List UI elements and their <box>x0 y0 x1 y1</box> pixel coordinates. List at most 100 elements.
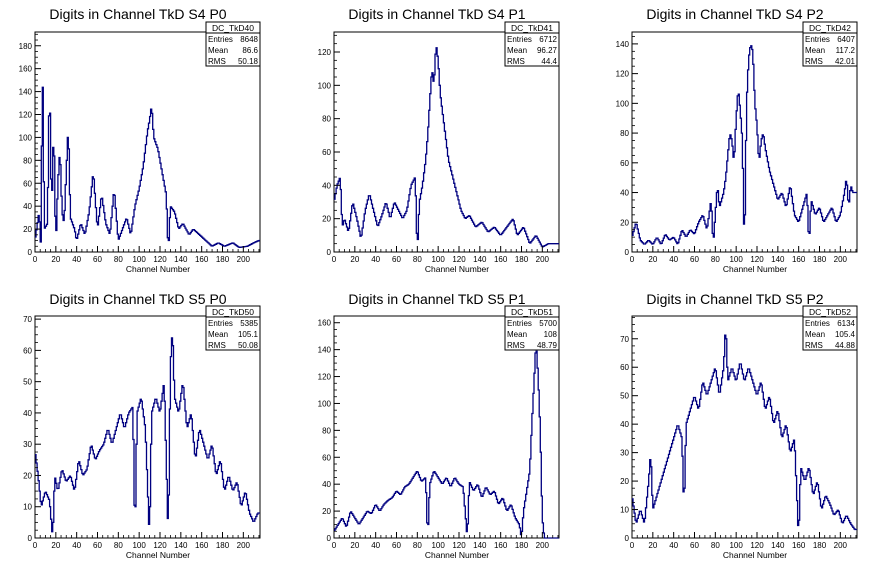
y-tick-label: 140 <box>616 40 630 49</box>
stats-rms-value: 50.08 <box>238 341 259 350</box>
stats-box: DC_TkD51 Entries 5700 Mean 108 RMS 48.79 <box>504 305 560 351</box>
x-tick-label: 0 <box>630 541 635 550</box>
y-tick-label: 120 <box>19 111 33 120</box>
histogram-line <box>35 86 260 248</box>
y-tick-label: 0 <box>327 248 332 257</box>
stats-mean-label: Mean <box>805 330 825 339</box>
histogram-line <box>632 45 857 245</box>
x-tick-label: 80 <box>413 255 422 264</box>
stats-frame <box>802 21 858 67</box>
y-tick-label: 40 <box>23 202 32 211</box>
x-tick-label: 180 <box>515 541 529 550</box>
x-tick-label: 40 <box>371 255 380 264</box>
x-tick-label: 80 <box>114 255 123 264</box>
stats-entries-value: 6712 <box>539 35 557 44</box>
y-tick-label: 0 <box>28 534 33 543</box>
plot-frame <box>34 31 261 253</box>
y-tick-label: 20 <box>322 215 331 224</box>
x-tick-label: 0 <box>332 541 337 550</box>
x-tick-label: 120 <box>750 541 764 550</box>
plot-frame <box>631 31 858 253</box>
x-tick-label: 80 <box>711 255 720 264</box>
x-tick-label: 80 <box>114 541 123 550</box>
x-tick-label: 100 <box>431 541 445 550</box>
stats-name: DC_TkD52 <box>809 307 851 317</box>
chart-title: Digits in Channel TkD S4 P0 <box>49 6 226 22</box>
y-tick-label: 0 <box>28 248 33 257</box>
x-tick-label: 200 <box>536 255 550 264</box>
x-tick-label: 0 <box>332 255 337 264</box>
stats-box: DC_TkD41 Entries 6712 Mean 96.27 RMS 44.4 <box>504 21 560 67</box>
stats-frame <box>205 21 261 67</box>
x-tick-label: 180 <box>216 541 230 550</box>
y-tick-label: 60 <box>620 363 629 372</box>
y-tick-label: 40 <box>322 480 331 489</box>
x-tick-label: 160 <box>195 541 209 550</box>
y-tick-label: 60 <box>23 179 32 188</box>
x-tick-label: 120 <box>750 255 764 264</box>
x-tick-label: 160 <box>494 255 508 264</box>
plot-frame <box>333 31 560 253</box>
stats-rms-label: RMS <box>507 57 525 66</box>
stats-entries-label: Entries <box>208 319 233 328</box>
plot-frame <box>631 315 858 539</box>
histogram-line <box>35 337 260 533</box>
x-tick-label: 20 <box>51 541 60 550</box>
stats-mean-value: 108 <box>544 330 558 339</box>
y-tick-label: 140 <box>19 88 33 97</box>
stats-name: DC_TkD42 <box>809 23 851 33</box>
y-tick-label: 40 <box>23 409 32 418</box>
stats-rms-label: RMS <box>208 57 226 66</box>
chart-title: Digits in Channel TkD S5 P2 <box>646 291 823 307</box>
stats-mean-value: 105.1 <box>238 330 259 339</box>
x-tick-label: 60 <box>392 255 401 264</box>
y-tick-label: 70 <box>23 315 32 324</box>
y-tick-label: 10 <box>23 503 32 512</box>
chart-title: Digits in Channel TkD S4 P1 <box>348 6 525 22</box>
y-tick-label: 180 <box>19 42 33 51</box>
stats-entries-label: Entries <box>507 35 532 44</box>
stats-rms-label: RMS <box>805 57 823 66</box>
histogram-line <box>334 350 559 539</box>
x-tick-label: 40 <box>669 541 678 550</box>
stats-mean-label: Mean <box>208 46 228 55</box>
x-tick-label: 100 <box>132 255 146 264</box>
x-tick-label: 100 <box>132 541 146 550</box>
stats-rms-label: RMS <box>507 341 525 350</box>
y-tick-label: 80 <box>322 426 331 435</box>
chart-title: Digits in Channel TkD S5 P1 <box>348 291 525 307</box>
y-tick-label: 140 <box>318 346 332 355</box>
stats-mean-label: Mean <box>507 330 527 339</box>
y-tick-label: 100 <box>318 399 332 408</box>
y-tick-label: 40 <box>620 189 629 198</box>
y-tick-label: 70 <box>620 335 629 344</box>
panel-1: Digits in Channel TkD S4 P0 0 20 40 60 80 100 1… <box>19 6 261 274</box>
panel-6: Digits in Channel TkD S5 P20 20 40 60 80 100 1… <box>620 291 858 560</box>
y-tick-label: 160 <box>19 65 33 74</box>
x-tick-label: 40 <box>669 255 678 264</box>
plot-frame <box>34 315 261 539</box>
stats-rms-label: RMS <box>805 341 823 350</box>
stats-entries-label: Entries <box>507 319 532 328</box>
x-tick-label: 180 <box>515 255 529 264</box>
histogram-line <box>632 334 857 531</box>
x-tick-label: 100 <box>729 541 743 550</box>
stats-box: DC_TkD42 Entries 6407 Mean 117.2 RMS 42.01 <box>802 21 858 67</box>
stats-rms-value: 44.88 <box>835 341 856 350</box>
x-axis-label: Channel Number <box>425 264 489 274</box>
y-tick-label: 50 <box>23 378 32 387</box>
stats-frame <box>504 21 560 67</box>
x-tick-label: 120 <box>153 541 167 550</box>
stats-mean-value: 86.6 <box>242 46 258 55</box>
stats-rms-value: 42.01 <box>835 57 856 66</box>
y-tick-label: 60 <box>322 148 331 157</box>
y-tick-label: 30 <box>620 449 629 458</box>
y-tick-label: 20 <box>23 225 32 234</box>
x-tick-label: 60 <box>93 255 102 264</box>
stats-rms-value: 50.18 <box>238 57 259 66</box>
x-tick-label: 140 <box>174 255 188 264</box>
y-tick-label: 80 <box>23 156 32 165</box>
x-tick-label: 120 <box>452 541 466 550</box>
stats-mean-value: 117.2 <box>836 46 856 55</box>
